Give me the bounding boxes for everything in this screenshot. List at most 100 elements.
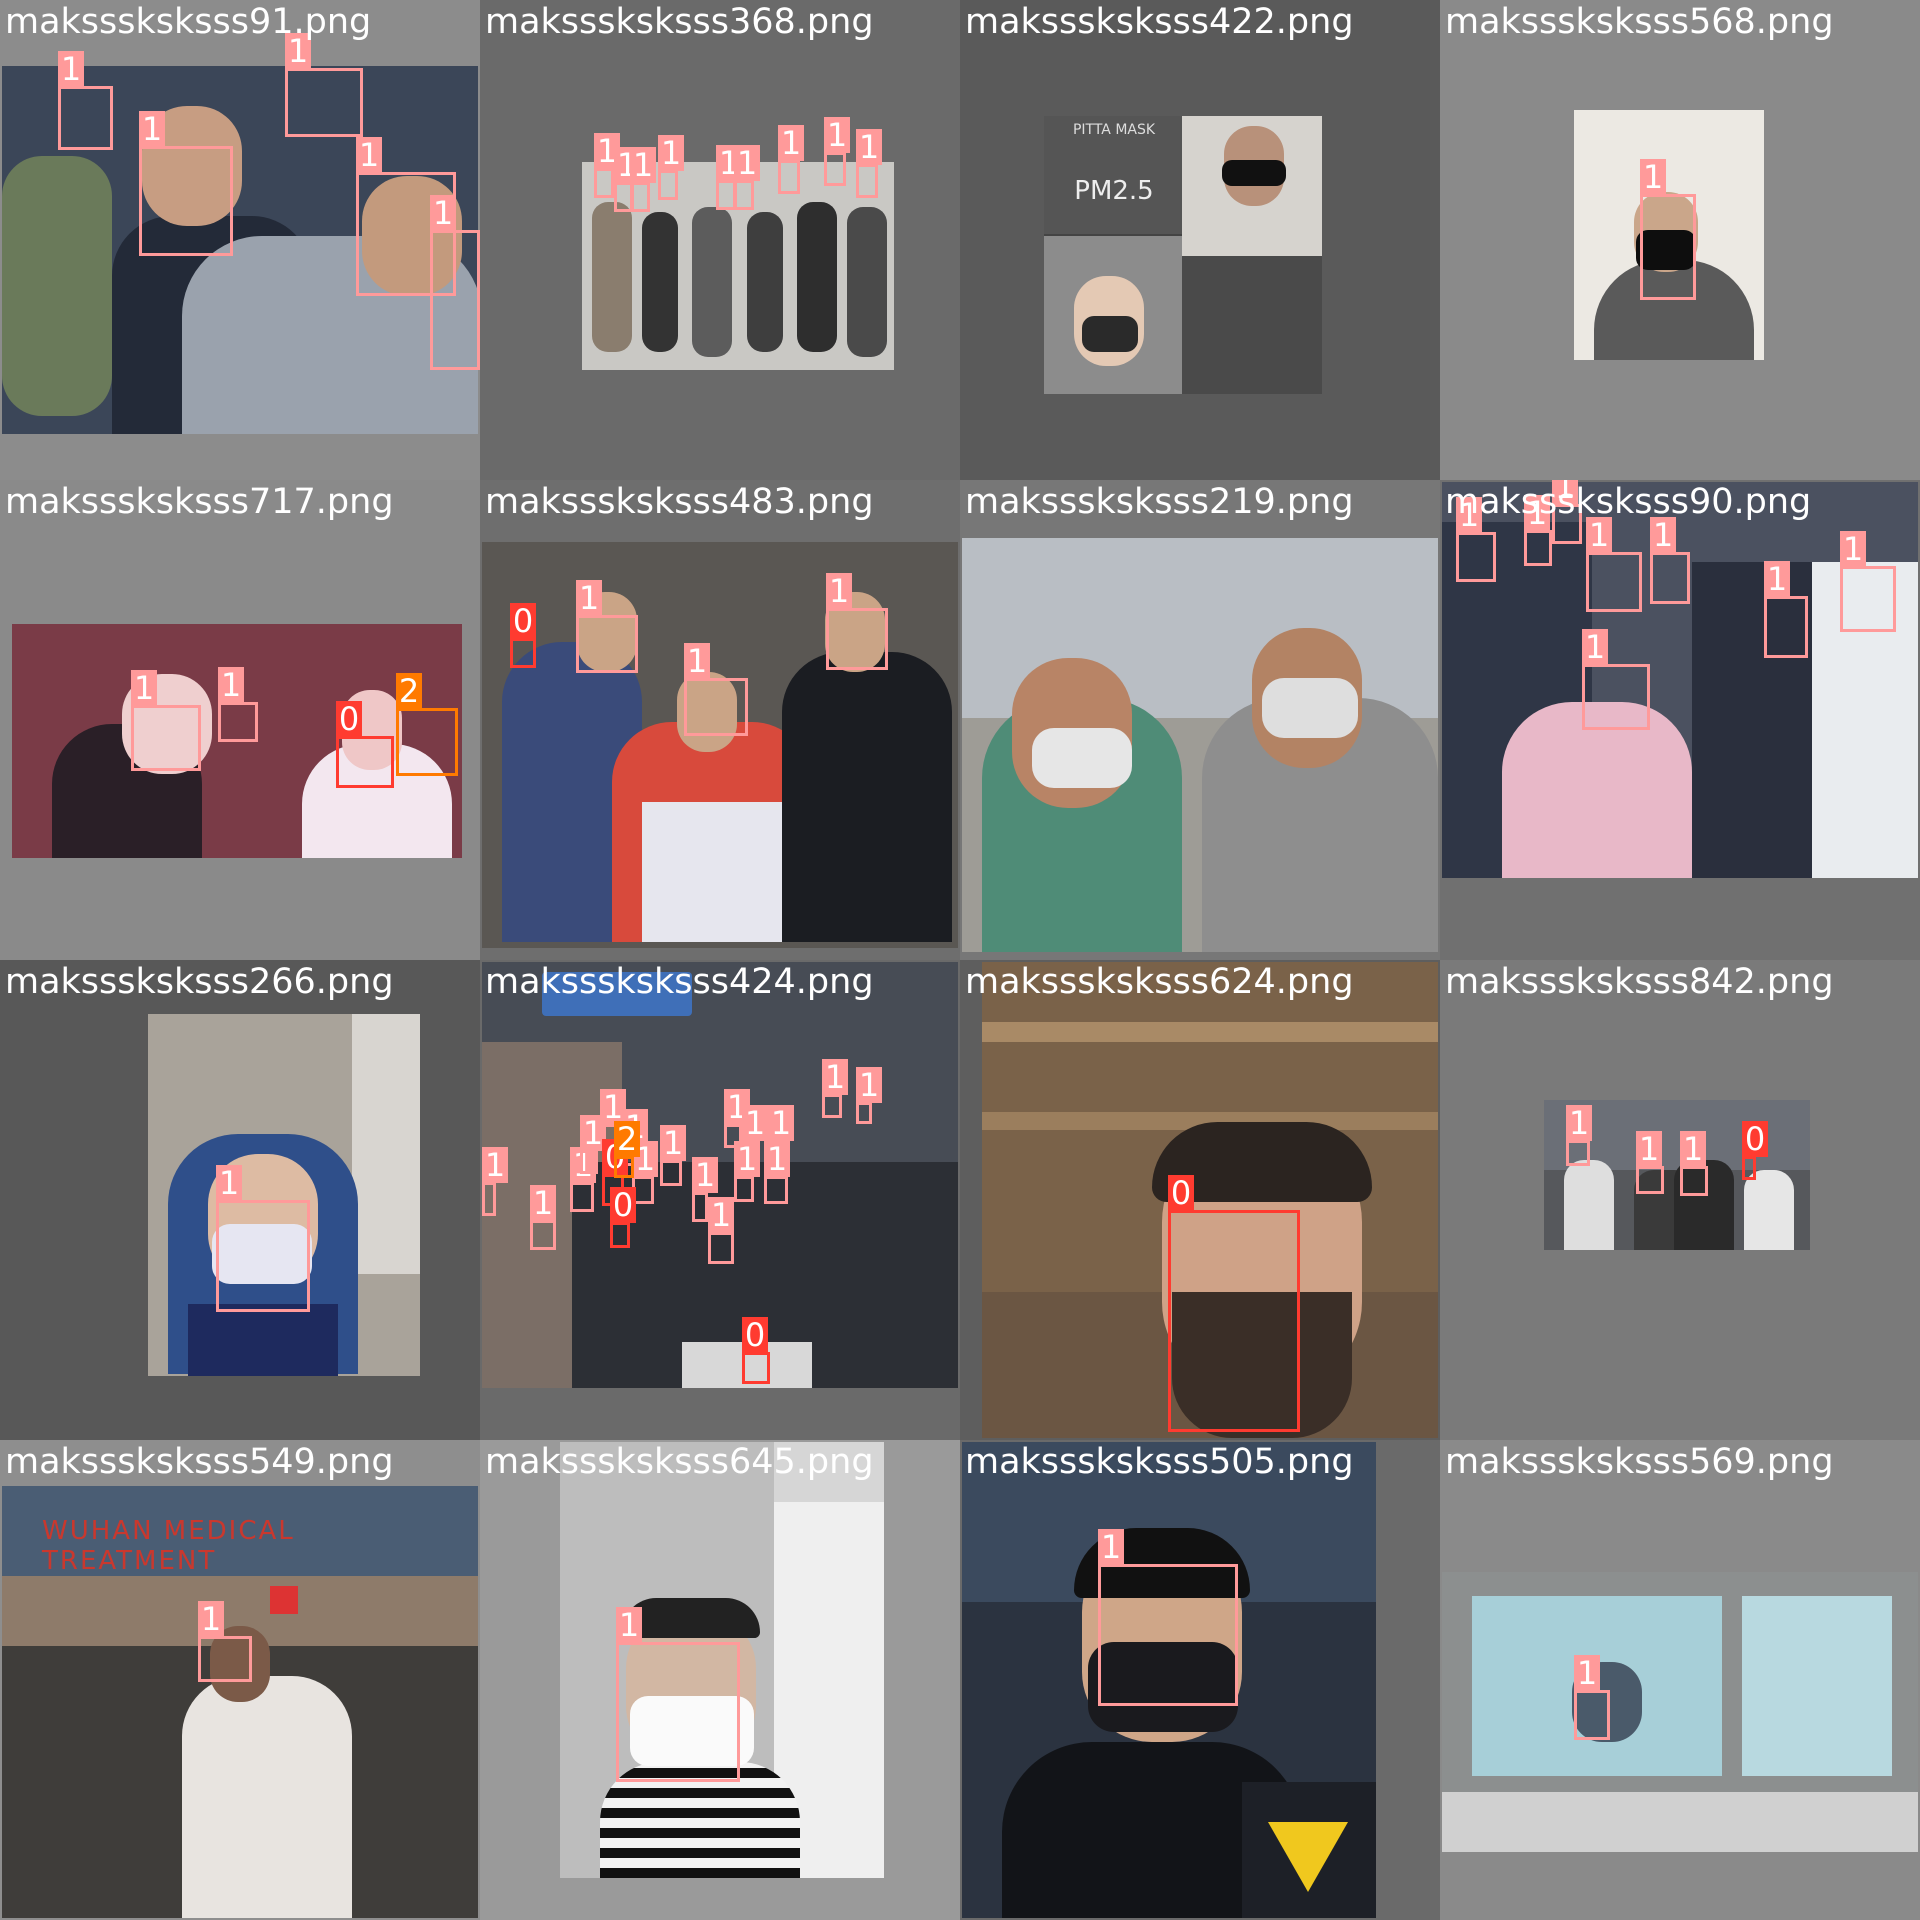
class-label: 1 [778, 125, 804, 161]
class-label: 1 [708, 1197, 734, 1233]
class-label: 1 [482, 1147, 508, 1183]
photo [148, 1014, 420, 1376]
class-label: 1 [530, 1185, 556, 1221]
class-label: 1 [1680, 1131, 1706, 1167]
tile-3[interactable]: 1 maksssksksss568.png [1440, 0, 1920, 480]
class-label: 1 [580, 1115, 606, 1151]
class-label: 1 [58, 51, 84, 87]
detection-box: 1 [530, 1185, 556, 1250]
detection-box: 0 [510, 603, 536, 668]
image-filename: maksssksksss549.png [5, 1442, 394, 1482]
class-label: 1 [658, 135, 684, 171]
tile-4[interactable]: 1 1 0 2 maksssksksss717.png [0, 480, 480, 960]
image-filename: maksssksksss842.png [1445, 962, 1834, 1002]
class-label: 1 [1456, 497, 1482, 533]
detection-box: 1 [1582, 629, 1650, 730]
class-label: 1 [285, 33, 311, 69]
detection-box: 1 [198, 1601, 252, 1682]
tile-15[interactable]: 1 maksssksksss569.png [1440, 1440, 1920, 1920]
image-filename: maksssksksss505.png [965, 1442, 1354, 1482]
class-label: 1 [1586, 517, 1612, 553]
tile-12[interactable]: WUHAN MEDICAL TREATMENT 1 maksssksksss54… [0, 1440, 480, 1920]
photo [2, 66, 478, 434]
photo [482, 542, 958, 948]
detection-box: 1 [580, 1115, 606, 1174]
tile-5[interactable]: 0 1 1 1 maksssksksss483.png [480, 480, 960, 960]
class-label: 0 [1168, 1175, 1194, 1211]
tile-13[interactable]: 1 maksssksksss645.png [480, 1440, 960, 1920]
class-label: 0 [610, 1187, 636, 1223]
detection-box: 1 [824, 117, 850, 186]
detection-box: 1 [660, 1125, 686, 1186]
class-label: 1 [139, 111, 165, 147]
tile-0[interactable]: 1 1 1 1 1 maksssksksss91.png [0, 0, 480, 480]
detection-box: 1 [1636, 1131, 1664, 1194]
class-label: 1 [1636, 1131, 1662, 1167]
image-filename: maksssksksss569.png [1445, 1442, 1834, 1482]
image-filename: maksssksksss368.png [485, 2, 874, 42]
detection-box: 1 [1764, 561, 1808, 658]
tile-9[interactable]: 1 1 1 1 1 1 0 1 2 0 1 1 1 1 1 1 1 1 1 1 … [480, 960, 960, 1440]
detection-box: 1 [1640, 159, 1696, 300]
class-label: 1 [692, 1157, 718, 1193]
photo [982, 962, 1438, 1438]
class-label: 1 [824, 117, 850, 153]
detection-box: 1 [1680, 1131, 1708, 1196]
class-label: 2 [614, 1121, 640, 1157]
class-label: 2 [396, 673, 422, 709]
image-filename: maksssksksss568.png [1445, 2, 1834, 42]
detection-box: 1 [826, 573, 888, 670]
detection-box: 0 [610, 1187, 636, 1248]
class-label: 1 [576, 580, 602, 616]
class-label: 1 [1524, 495, 1550, 531]
class-label: 1 [822, 1059, 848, 1095]
tile-6[interactable]: maksssksksss219.png [960, 480, 1440, 960]
tile-7[interactable]: 1 1 1 1 1 1 1 1 maksssksksss90.png [1440, 480, 1920, 960]
class-label: 1 [630, 147, 656, 183]
detection-box: 1 [1586, 517, 1642, 612]
class-label: 1 [856, 1067, 882, 1103]
class-label: 1 [742, 1105, 768, 1141]
image-filename: maksssksksss422.png [965, 2, 1354, 42]
class-label: 1 [768, 1105, 794, 1141]
tile-14[interactable]: 1 maksssksksss505.png [960, 1440, 1440, 1920]
class-label: 1 [734, 145, 760, 181]
detection-box: 1 [482, 1147, 508, 1216]
tile-1[interactable]: 1 1 1 1 1 1 1 1 1 maksssksksss368.png [480, 0, 960, 480]
detection-box: 1 [576, 580, 638, 673]
tile-10[interactable]: 0 maksssksksss624.png [960, 960, 1440, 1440]
class-label: 1 [1098, 1529, 1124, 1565]
class-label: 0 [742, 1317, 768, 1353]
detection-box: 1 [356, 137, 456, 296]
detection-box: 1 [1840, 531, 1896, 632]
photo [582, 162, 894, 370]
class-label: 1 [1566, 1105, 1592, 1141]
detection-box: 1 [708, 1197, 734, 1264]
hospital-sign: WUHAN MEDICAL TREATMENT [42, 1516, 295, 1576]
class-label: 1 [616, 1607, 642, 1643]
class-label: 1 [764, 1141, 790, 1177]
detection-box: 0 [1168, 1175, 1300, 1432]
detection-box: 1 [1650, 517, 1690, 604]
detection-box: 1 [1098, 1529, 1238, 1706]
detection-box: 1 [658, 135, 684, 200]
image-filename: maksssksksss424.png [485, 962, 874, 1002]
detection-box: 1 [778, 125, 804, 194]
detection-box: 1 [594, 133, 620, 198]
poster-pm: PM2.5 [1074, 176, 1154, 206]
tile-2[interactable]: PITTA MASK PM2.5 maksssksksss422.png [960, 0, 1440, 480]
detection-box: 2 [396, 673, 458, 776]
photo [482, 962, 958, 1388]
tile-8[interactable]: 1 maksssksksss266.png [0, 960, 480, 1440]
class-label: 1 [216, 1165, 242, 1201]
class-label: 0 [510, 603, 536, 639]
image-filename: maksssksksss91.png [5, 2, 372, 42]
detection-box: 1 [1524, 495, 1552, 566]
image-filename: maksssksksss219.png [965, 482, 1354, 522]
tile-11[interactable]: 1 1 1 0 maksssksksss842.png [1440, 960, 1920, 1440]
class-label: 1 [1764, 561, 1790, 597]
detection-box: 1 [216, 1165, 310, 1312]
poster-text: PITTA MASK [1072, 122, 1156, 138]
image-filename: maksssksksss645.png [485, 1442, 874, 1482]
